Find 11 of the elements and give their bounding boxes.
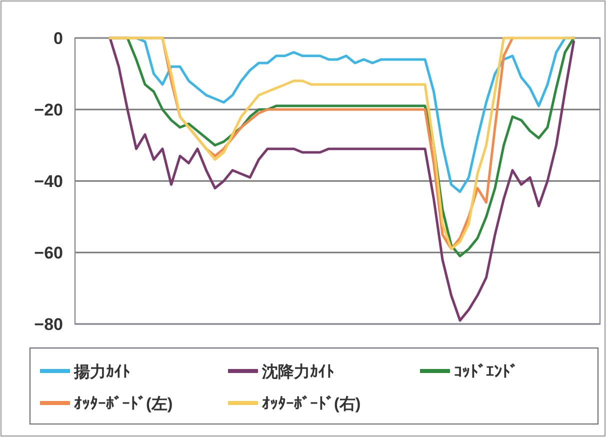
y-tick-label: 0 xyxy=(54,29,63,48)
line-series xyxy=(108,36,575,322)
y-tick-label: −60 xyxy=(34,244,63,262)
legend-label: 沈降力ｶｲﾄ xyxy=(261,363,334,381)
y-tick-label: −20 xyxy=(34,100,63,120)
legend-label: ｺｯﾄﾞｴﾝﾄﾞ xyxy=(454,363,518,381)
y-tick-label: −40 xyxy=(34,172,63,191)
legend-label: 揚力ｶｲﾄ xyxy=(73,363,130,381)
legend-label: ｵｯﾀｰﾎﾞｰﾄﾞ(右) xyxy=(262,395,361,413)
y-tick-label: −80 xyxy=(34,315,63,334)
legend-label: ｵｯﾀｰﾎﾞｰﾄﾞ(左) xyxy=(74,395,173,413)
